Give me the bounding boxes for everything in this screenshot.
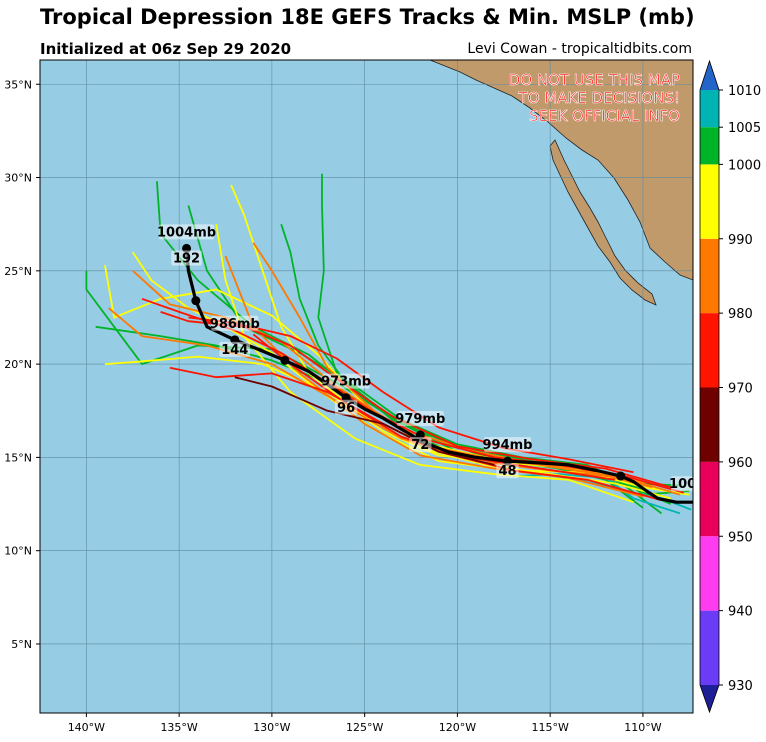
lon-tick-label: 140°W xyxy=(68,721,105,734)
credit-text: Levi Cowan - tropicaltidbits.com xyxy=(467,41,692,57)
warning-line-2: TO MAKE DECISIONS! xyxy=(518,89,680,107)
track-label-box xyxy=(396,410,444,426)
warning-line-3: SEEK OFFICIAL INFO xyxy=(529,107,680,125)
colorbar-under-arrow xyxy=(700,685,719,712)
ensemble-track xyxy=(234,376,495,466)
ensemble-mean-track xyxy=(185,248,693,504)
colorbar-segment xyxy=(700,610,719,685)
colorbar-segment xyxy=(700,238,719,314)
colorbar-segment xyxy=(700,461,719,537)
colorbar-segment xyxy=(700,164,719,239)
warning-line-1: DO NOT USE THIS MAP xyxy=(509,71,680,89)
track-label-box xyxy=(409,437,432,453)
track-label: 48 xyxy=(498,464,516,479)
lat-tick-label: 5°N xyxy=(11,638,32,651)
track-label-box xyxy=(219,341,251,357)
lon-tick-label: 135°W xyxy=(160,721,197,734)
time-marker xyxy=(280,355,290,365)
lon-tick-label: 115°W xyxy=(531,721,568,734)
track-label: 192 xyxy=(173,251,200,266)
track-label: 973mb xyxy=(321,375,371,390)
graticule xyxy=(40,60,693,713)
ensemble-track xyxy=(215,224,634,504)
pressure-colorbar: 930 940 950 960 970 980 990 1000 1005 1010 xyxy=(699,59,761,714)
lon-tick-label: 120°W xyxy=(439,721,476,734)
map-frame xyxy=(39,59,694,714)
lat-tick-label: 20°N xyxy=(4,358,32,371)
colorbar-label: 1000 xyxy=(728,158,761,173)
colorbar-segment xyxy=(700,387,719,462)
lat-tick-label: 25°N xyxy=(4,265,32,278)
track-label-box xyxy=(211,315,259,331)
track-label-box xyxy=(158,224,215,240)
track-label-box xyxy=(483,437,531,453)
axis-ticks: 140°W 135°W 130°W 125°W 120°W 115°W 110°W 5°N 10… xyxy=(4,78,661,734)
colorbar-segment xyxy=(700,127,719,165)
colorbar-label: 950 xyxy=(728,530,753,545)
lon-tick-label: 110°W xyxy=(624,721,661,734)
track-label-box xyxy=(670,476,693,492)
track-labels: 1007mb 994mb 48 979mb 72 973mb 96 986mb 144 1004m… xyxy=(157,224,728,492)
track-label: 1004mb xyxy=(157,225,216,240)
lon-tick-label: 125°W xyxy=(346,721,383,734)
time-marker xyxy=(191,296,201,306)
colorbar-label: 980 xyxy=(728,307,753,322)
time-marker xyxy=(616,471,626,481)
track-label-box xyxy=(496,463,519,479)
colorbar-label: 990 xyxy=(728,233,753,248)
colorbar-label: 960 xyxy=(728,456,753,471)
track-label: 72 xyxy=(411,438,429,453)
track-label: 979mb xyxy=(395,412,445,427)
map-title: Tropical Depression 18E GEFS Tracks & Mi… xyxy=(40,5,695,29)
track-label: 994mb xyxy=(482,438,532,453)
init-time: Initialized at 06z Sep 29 2020 xyxy=(40,40,292,58)
lat-tick-label: 15°N xyxy=(4,451,32,464)
colorbar-segment xyxy=(700,313,719,388)
colorbar-label: 1005 xyxy=(728,121,761,136)
lat-tick-label: 30°N xyxy=(4,172,32,185)
lat-tick-label: 35°N xyxy=(4,78,32,91)
warning-text: DO NOT USE THIS MAP TO MAKE DECISIONS! S… xyxy=(508,71,680,126)
lat-tick-label: 10°N xyxy=(4,545,32,558)
track-label-box xyxy=(171,250,202,266)
colorbar-label: 970 xyxy=(728,382,753,397)
colorbar-over-arrow xyxy=(700,61,719,90)
ensemble-track xyxy=(187,205,653,496)
colorbar-segment xyxy=(700,536,719,611)
colorbar-label: 940 xyxy=(728,605,753,620)
lon-tick-label: 130°W xyxy=(253,721,290,734)
track-label: 986mb xyxy=(210,317,260,332)
track-label: 144 xyxy=(221,343,248,358)
colorbar-segment xyxy=(700,90,719,128)
land-baja-mexico xyxy=(429,60,693,306)
colorbar-label: 930 xyxy=(728,679,753,694)
colorbar-label: 1010 xyxy=(728,84,761,99)
track-label: 96 xyxy=(337,401,355,416)
track-label-box xyxy=(322,373,370,389)
track-label-box xyxy=(334,399,358,415)
track-label: 1007mb xyxy=(669,477,728,492)
